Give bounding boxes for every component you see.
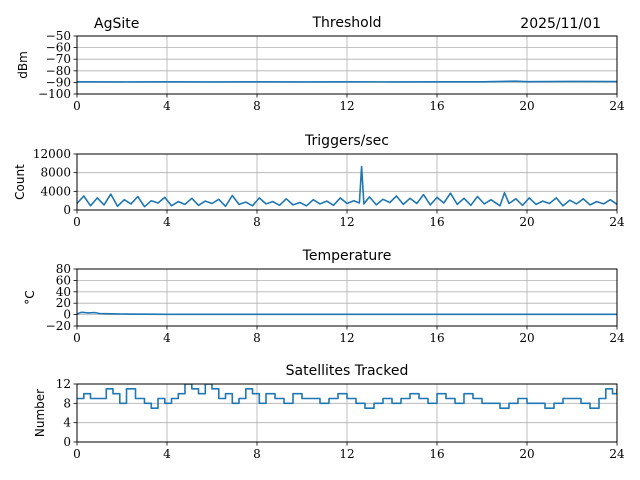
axes-frame bbox=[76, 268, 618, 327]
chart-title: Threshold bbox=[312, 15, 382, 31]
y-tick-label: 0 bbox=[63, 435, 71, 449]
y-tick-label: 12000 bbox=[33, 147, 71, 161]
series-line-1 bbox=[77, 384, 617, 409]
y-tick-label: −60 bbox=[46, 41, 71, 55]
x-tick-label: 4 bbox=[163, 331, 171, 345]
x-tick-label: 12 bbox=[339, 215, 354, 229]
axes-frame bbox=[76, 153, 618, 211]
x-tick-label: 24 bbox=[609, 215, 625, 229]
y-tick-label: 20 bbox=[56, 296, 71, 310]
y-tick-label: 8 bbox=[63, 396, 71, 410]
x-tick-label: 8 bbox=[253, 215, 261, 229]
x-tick-label: 20 bbox=[519, 331, 534, 345]
x-tick-label: 4 bbox=[163, 215, 171, 229]
x-tick-label: 16 bbox=[429, 447, 444, 461]
y-axis-label: dBm bbox=[16, 51, 30, 79]
chart-panel-2: Triggers/sec Count 0 4 8 12 16 20 24 12000 8000 400… bbox=[13, 133, 625, 229]
chart-panel-1: Threshold dBm 0 4 8 12 16 20 24 −50−60−70−80−90−1… bbox=[16, 15, 625, 113]
y-tick-label: 8000 bbox=[40, 166, 71, 180]
x-tick-label: 12 bbox=[339, 447, 354, 461]
series-line-1 bbox=[77, 80, 617, 83]
chart-panel-4: Satellites Tracked Number 0 4 8 12 16 20 24 12 8 4 0 bbox=[33, 363, 625, 461]
x-tick-label: 20 bbox=[519, 447, 534, 461]
y-axis-label: Count bbox=[13, 164, 27, 200]
x-tick-label: 8 bbox=[253, 447, 261, 461]
axes-frame bbox=[76, 383, 618, 443]
y-tick-label: −100 bbox=[38, 87, 71, 101]
chart-panels: Threshold dBm 0 4 8 12 16 20 24 −50−60−70−80−90−1… bbox=[13, 15, 625, 461]
x-tick-label: 12 bbox=[339, 331, 354, 345]
site-label: AgSite bbox=[94, 16, 139, 32]
x-tick-label: 20 bbox=[519, 215, 534, 229]
y-tick-label: 12 bbox=[56, 377, 71, 391]
y-tick-label: 4000 bbox=[40, 184, 71, 198]
x-tick-label: 0 bbox=[73, 447, 81, 461]
x-tick-label: 24 bbox=[609, 331, 625, 345]
y-axis-label: °C bbox=[23, 290, 37, 304]
chart-title: Temperature bbox=[302, 248, 392, 264]
x-tick-label: 20 bbox=[519, 99, 534, 113]
y-tick-label: −90 bbox=[46, 75, 71, 89]
x-tick-label: 16 bbox=[429, 331, 444, 345]
y-tick-label: −50 bbox=[46, 29, 71, 43]
y-tick-label: 0 bbox=[63, 308, 71, 322]
y-tick-label: 0 bbox=[63, 203, 71, 217]
x-tick-label: 0 bbox=[73, 99, 81, 113]
y-tick-label: −80 bbox=[46, 64, 71, 78]
x-tick-label: 8 bbox=[253, 99, 261, 113]
x-tick-label: 12 bbox=[339, 99, 354, 113]
x-tick-label: 16 bbox=[429, 215, 444, 229]
x-tick-label: 4 bbox=[163, 99, 171, 113]
x-tick-label: 24 bbox=[609, 447, 625, 461]
y-tick-label: −70 bbox=[46, 52, 71, 66]
y-tick-label: −20 bbox=[46, 319, 71, 333]
x-tick-label: 24 bbox=[609, 99, 625, 113]
series-line-1 bbox=[77, 311, 617, 316]
y-tick-label: 4 bbox=[63, 416, 71, 430]
date-label: 2025/11/01 bbox=[520, 16, 601, 32]
y-tick-label: 60 bbox=[56, 273, 71, 287]
y-axis-label: Number bbox=[33, 389, 47, 437]
series-line-1 bbox=[77, 165, 617, 208]
x-tick-label: 0 bbox=[73, 215, 81, 229]
axes-frame bbox=[76, 35, 618, 95]
x-tick-label: 16 bbox=[429, 99, 444, 113]
x-tick-label: 0 bbox=[73, 331, 81, 345]
x-tick-label: 4 bbox=[163, 447, 171, 461]
chart-title: Satellites Tracked bbox=[286, 363, 409, 379]
y-tick-label: 80 bbox=[56, 262, 71, 276]
x-tick-label: 8 bbox=[253, 331, 261, 345]
chart-title: Triggers/sec bbox=[304, 133, 389, 149]
y-tick-label: 40 bbox=[56, 285, 71, 299]
